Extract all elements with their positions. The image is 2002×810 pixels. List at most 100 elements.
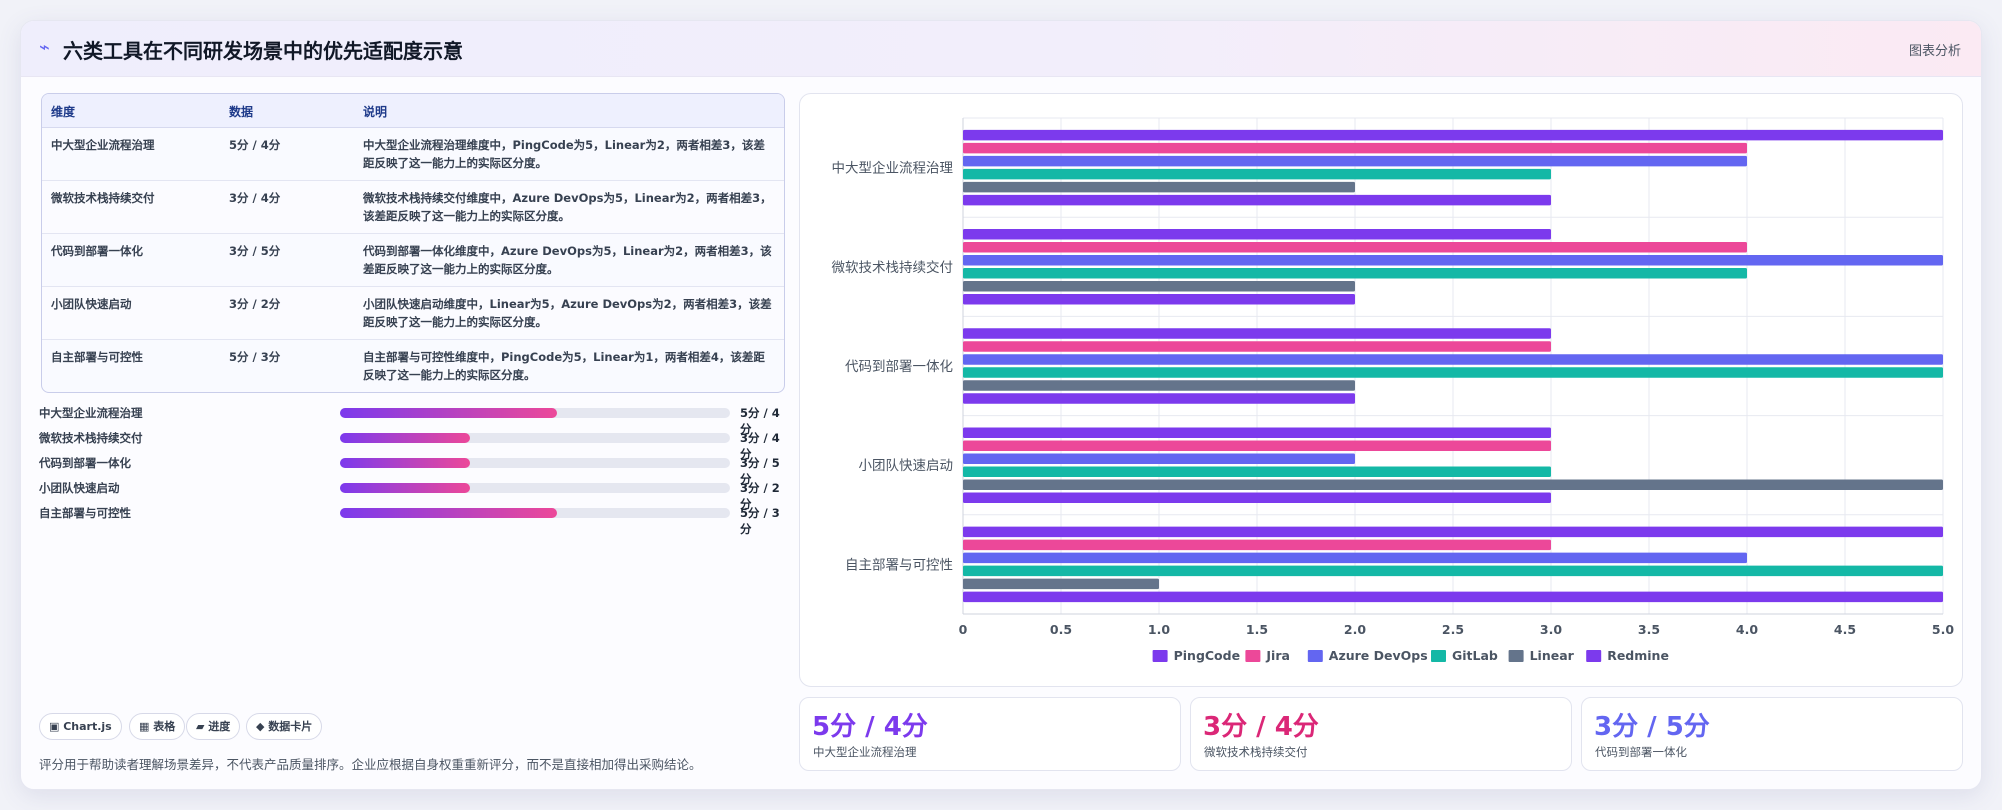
bar xyxy=(963,453,1355,464)
row-data: 5分 / 3分 xyxy=(229,350,281,364)
bar xyxy=(963,539,1551,551)
row-data: 3分 / 4分 xyxy=(229,191,281,205)
row-dimension: 中大型企业流程治理 xyxy=(51,138,155,152)
progress-track xyxy=(340,483,730,493)
stat-card: 5分 / 4分 中大型企业流程治理 xyxy=(799,697,1181,771)
progress-track xyxy=(340,433,730,443)
legend-swatch xyxy=(1245,650,1261,662)
row-dimension: 小团队快速启动 xyxy=(51,297,132,311)
x-tick-label: 4.5 xyxy=(1834,622,1856,637)
header-bar: ⌁ 六类工具在不同研发场景中的优先适配度示意 图表分析 xyxy=(21,21,1981,77)
table-row: 中大型企业流程治理 5分 / 4分 中大型企业流程治理维度中，PingCode为… xyxy=(42,128,784,181)
x-tick-label: 0 xyxy=(959,622,968,637)
bar xyxy=(963,341,1551,352)
bar xyxy=(963,492,1551,503)
bar xyxy=(963,526,1943,538)
x-tick-label: 0.5 xyxy=(1050,622,1072,637)
bar xyxy=(963,129,1943,141)
progress-label: 微软技术栈持续交付 xyxy=(39,431,143,445)
legend-swatch xyxy=(1431,650,1446,662)
progress-value: 3分 / 2分 xyxy=(740,481,780,511)
legend-label: Linear xyxy=(1530,648,1575,663)
row-description: 中大型企业流程治理维度中，PingCode为5，Linear为2，两者相差3，该… xyxy=(363,138,765,170)
progress-label: 自主部署与可控性 xyxy=(39,506,131,520)
legend-swatch xyxy=(1586,650,1602,662)
progress-value: 5分 / 4分 xyxy=(740,406,780,436)
progress-fill xyxy=(340,508,557,518)
bar xyxy=(963,427,1551,438)
legend-swatch xyxy=(1152,650,1168,662)
table-row: 代码到部署一体化 3分 / 5分 代码到部署一体化维度中，Azure DevOp… xyxy=(42,234,784,287)
stat-label: 中大型企业流程治理 xyxy=(813,745,917,759)
bar xyxy=(963,393,1355,404)
bar xyxy=(963,155,1747,167)
stat-value: 5分 / 4分 xyxy=(812,712,928,742)
progress-fill xyxy=(340,458,470,468)
bar xyxy=(963,380,1355,391)
bar xyxy=(963,354,1943,365)
legend-label: Jira xyxy=(1265,648,1290,663)
bar xyxy=(963,367,1943,378)
bar xyxy=(963,168,1551,180)
row-description: 自主部署与可控性维度中，PingCode为5，Linear为1，两者相差4，该差… xyxy=(363,350,765,382)
bar xyxy=(963,268,1747,279)
row-description: 微软技术栈持续交付维度中，Azure DevOps为5，Linear为2，两者相… xyxy=(363,191,772,223)
category-label: 中大型企业流程治理 xyxy=(832,160,954,177)
legend-swatch xyxy=(1307,650,1323,662)
footer-note: 评分用于帮助读者理解场景差异，不代表产品质量排序。企业应根据自身权重重新评分，而… xyxy=(39,757,702,772)
table-header: 维度 数据 说明 xyxy=(42,94,784,128)
bar xyxy=(963,466,1551,477)
progress-value: 3分 / 5分 xyxy=(740,456,780,486)
category-label: 自主部署与可控性 xyxy=(845,557,953,573)
column-header-description: 说明 xyxy=(363,105,388,119)
bar xyxy=(963,591,1943,603)
chart-panel: 0 0.5 1.0 1.5 2.0 2.5 3.0 3.5 4.0 4.5 5.0 中大型企业流程治理… xyxy=(799,93,1963,687)
column-header-data: 数据 xyxy=(229,105,254,119)
row-dimension: 自主部署与可控性 xyxy=(51,350,143,364)
stat-value: 3分 / 4分 xyxy=(1203,712,1319,742)
bar xyxy=(963,479,1943,490)
progress-fill xyxy=(340,483,470,493)
row-data: 3分 / 5分 xyxy=(229,244,281,258)
row-data: 5分 / 4分 xyxy=(229,138,281,152)
x-tick-label: 1.5 xyxy=(1246,622,1268,637)
category-label: 微软技术栈持续交付 xyxy=(832,259,954,276)
progress-row: 微软技术栈持续交付 3分 / 4分 xyxy=(39,428,787,461)
bar xyxy=(963,142,1747,154)
pill-progress[interactable]: ▰ 进度 xyxy=(186,713,241,740)
column-header-dimension: 维度 xyxy=(51,105,76,119)
stat-label: 代码到部署一体化 xyxy=(1595,745,1687,759)
progress-track xyxy=(340,458,730,468)
bar xyxy=(963,255,1943,266)
bar xyxy=(963,281,1355,292)
row-description: 小团队快速启动维度中，Linear为5，Azure DevOps为2，两者相差3… xyxy=(363,297,772,329)
pill-chartjs[interactable]: ▣ Chart.js xyxy=(39,713,122,740)
progress-label: 小团队快速启动 xyxy=(39,481,120,495)
chart-trend-icon: ⌁ xyxy=(39,37,50,58)
data-table: 维度 数据 说明 中大型企业流程治理 5分 / 4分 中大型企业流程治理维度中，… xyxy=(41,93,785,393)
x-tick-label: 4.0 xyxy=(1736,622,1758,637)
x-tick-label: 5.0 xyxy=(1932,622,1954,637)
progress-fill xyxy=(340,433,470,443)
category-label: 小团队快速启动 xyxy=(859,458,954,474)
legend-swatch xyxy=(1508,650,1524,662)
progress-value: 5分 / 3分 xyxy=(740,506,780,536)
progress-row: 中大型企业流程治理 5分 / 4分 xyxy=(39,403,787,436)
pill-data-cards[interactable]: ◆ 数据卡片 xyxy=(246,713,323,740)
x-tick-label: 1.0 xyxy=(1148,622,1170,637)
legend-label: Azure DevOps xyxy=(1329,648,1428,663)
bar xyxy=(963,294,1355,305)
progress-label: 代码到部署一体化 xyxy=(39,456,131,470)
bar xyxy=(963,440,1551,451)
progress-label: 中大型企业流程治理 xyxy=(39,406,143,420)
bar xyxy=(963,565,1943,577)
category-label: 代码到部署一体化 xyxy=(845,359,953,375)
row-dimension: 代码到部署一体化 xyxy=(51,244,143,258)
bar xyxy=(963,242,1747,253)
progress-row: 代码到部署一体化 3分 / 5分 xyxy=(39,453,787,486)
bar xyxy=(963,194,1551,206)
table-row: 小团队快速启动 3分 / 2分 小团队快速启动维度中，Linear为5，Azur… xyxy=(42,287,784,340)
pill-table[interactable]: ▦ 表格 xyxy=(129,713,186,740)
bar xyxy=(963,229,1551,240)
row-dimension: 微软技术栈持续交付 xyxy=(51,191,155,205)
